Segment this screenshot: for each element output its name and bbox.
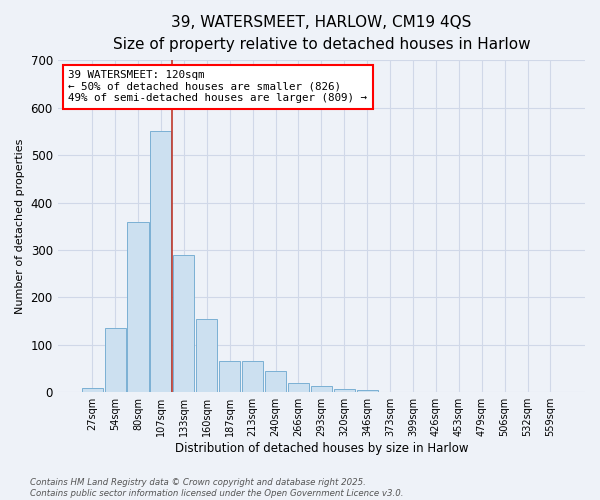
X-axis label: Distribution of detached houses by size in Harlow: Distribution of detached houses by size … xyxy=(175,442,468,455)
Bar xyxy=(151,132,172,392)
Bar xyxy=(104,328,125,392)
Bar xyxy=(219,362,240,392)
Title: 39, WATERSMEET, HARLOW, CM19 4QS
Size of property relative to detached houses in: 39, WATERSMEET, HARLOW, CM19 4QS Size of… xyxy=(113,15,530,52)
Y-axis label: Number of detached properties: Number of detached properties xyxy=(15,138,25,314)
Bar xyxy=(127,222,149,392)
Bar xyxy=(242,362,263,392)
Bar xyxy=(288,382,309,392)
Bar xyxy=(356,390,378,392)
Bar xyxy=(82,388,103,392)
Bar xyxy=(265,371,286,392)
Text: Contains HM Land Registry data © Crown copyright and database right 2025.
Contai: Contains HM Land Registry data © Crown c… xyxy=(30,478,404,498)
Bar xyxy=(334,389,355,392)
Bar xyxy=(311,386,332,392)
Bar xyxy=(173,254,194,392)
Text: 39 WATERSMEET: 120sqm
← 50% of detached houses are smaller (826)
49% of semi-det: 39 WATERSMEET: 120sqm ← 50% of detached … xyxy=(68,70,367,104)
Bar xyxy=(196,318,217,392)
